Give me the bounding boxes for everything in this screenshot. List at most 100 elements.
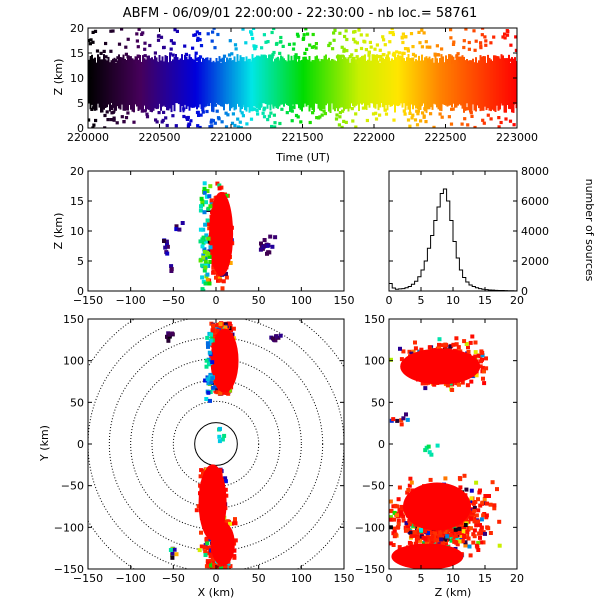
- time-altitude-point: [205, 109, 209, 114]
- time-altitude-point: [341, 109, 345, 113]
- time-altitude-point: [482, 121, 486, 125]
- time-band-strip: [490, 59, 492, 112]
- time-band-strip: [317, 58, 320, 109]
- altitude-y-south-point: [396, 497, 401, 502]
- time-altitude-point: [266, 40, 270, 44]
- time-altitude-point: [314, 42, 318, 46]
- time-band-strip: [113, 57, 116, 113]
- time-altitude-point: [104, 55, 108, 59]
- altitude-y-north-point: [474, 373, 479, 378]
- time-band-strip: [208, 60, 210, 105]
- time-band-strip: [418, 55, 420, 113]
- time-altitude-point: [198, 32, 202, 36]
- time-band-strip: [265, 55, 267, 105]
- altitude-y-south-point: [482, 501, 487, 506]
- time-altitude-point: [102, 49, 106, 53]
- time-altitude-point: [182, 107, 186, 111]
- time-band-strip: [242, 59, 245, 106]
- time-altitude-point: [218, 58, 222, 62]
- time-altitude-point: [266, 118, 270, 122]
- time-altitude-point: [292, 105, 296, 109]
- time-altitude-point: [340, 54, 344, 58]
- time-band-strip: [223, 56, 225, 111]
- time-altitude-point: [384, 112, 389, 116]
- time-altitude-point: [263, 106, 267, 110]
- time-altitude-point: [194, 51, 198, 55]
- x-altitude-edge-point: [205, 272, 210, 277]
- time-band-strip: [445, 55, 447, 106]
- time-altitude-xtick-label: 223000: [496, 131, 538, 144]
- time-altitude-point: [243, 104, 247, 108]
- time-altitude-point: [148, 43, 152, 48]
- time-altitude-point: [501, 102, 505, 106]
- time-altitude-point: [186, 124, 190, 128]
- time-altitude-point: [458, 59, 462, 63]
- x-altitude-edge-point: [198, 208, 203, 213]
- altitude-histogram-xtick-label: 20: [510, 294, 524, 307]
- time-altitude-point: [252, 107, 256, 111]
- time-band-strip: [280, 55, 282, 105]
- plan-north-point: [213, 384, 218, 389]
- time-altitude-point: [210, 39, 214, 43]
- x-altitude-edge-point: [208, 245, 213, 250]
- time-altitude-point: [262, 54, 266, 58]
- time-band-strip: [299, 60, 302, 110]
- plan-south-point: [223, 476, 228, 481]
- time-altitude-point: [323, 112, 327, 116]
- time-altitude-point: [383, 43, 387, 47]
- x-altitude-point: [224, 275, 229, 280]
- x-altitude-edge-point: [202, 249, 207, 254]
- altitude-y-south-point: [497, 519, 502, 524]
- time-altitude-point: [401, 32, 405, 36]
- time-band-strip: [424, 57, 426, 112]
- time-altitude-point: [363, 40, 367, 44]
- time-altitude-point: [387, 58, 391, 62]
- plan-south-core: [198, 464, 227, 541]
- time-band-strip: [268, 55, 270, 105]
- x-altitude-edge-point: [198, 227, 203, 232]
- time-band-strip: [301, 59, 303, 112]
- time-band-strip: [178, 59, 180, 105]
- time-altitude-point: [173, 28, 177, 32]
- time-altitude-point: [368, 40, 372, 44]
- time-altitude-point: [381, 59, 385, 63]
- time-band-strip: [193, 59, 195, 107]
- x-altitude-edge-point: [204, 194, 209, 199]
- altitude-y-south-point: [422, 541, 426, 546]
- time-altitude-point: [351, 119, 355, 123]
- time-altitude-point: [476, 102, 480, 106]
- time-altitude-point: [425, 45, 429, 49]
- time-altitude-point: [474, 39, 478, 43]
- time-band-strip: [143, 58, 146, 106]
- plan-outlier: [217, 439, 222, 444]
- plan-north-edge: [204, 364, 209, 369]
- time-altitude-xtick-label: 221000: [210, 131, 252, 144]
- time-altitude-point: [234, 47, 238, 51]
- time-altitude-point: [420, 28, 424, 32]
- time-band-strip: [214, 62, 216, 107]
- x-altitude-edge-point: [202, 247, 207, 252]
- time-altitude-point: [102, 102, 107, 106]
- x-altitude-edge-point: [201, 235, 206, 240]
- time-altitude-point: [227, 53, 232, 57]
- time-band-strip: [176, 57, 179, 104]
- time-band-strip: [434, 54, 437, 105]
- time-altitude-point: [135, 60, 139, 64]
- time-altitude-point: [466, 123, 470, 127]
- time-altitude-point: [106, 118, 110, 122]
- time-band-strip: [400, 55, 402, 104]
- altitude-y-south-point: [464, 487, 469, 492]
- x-altitude-point: [211, 265, 216, 270]
- time-altitude-point: [268, 54, 272, 58]
- time-band-strip: [350, 58, 353, 104]
- time-altitude-point: [253, 47, 257, 51]
- time-altitude-point: [311, 111, 315, 115]
- altitude-y-north-point: [451, 342, 456, 347]
- time-altitude-point: [152, 105, 156, 109]
- time-band-strip: [440, 54, 443, 112]
- plan-north-edge: [210, 360, 215, 365]
- x-altitude-edge-point: [208, 204, 213, 209]
- time-band-strip: [389, 60, 392, 107]
- time-altitude-point: [462, 45, 466, 50]
